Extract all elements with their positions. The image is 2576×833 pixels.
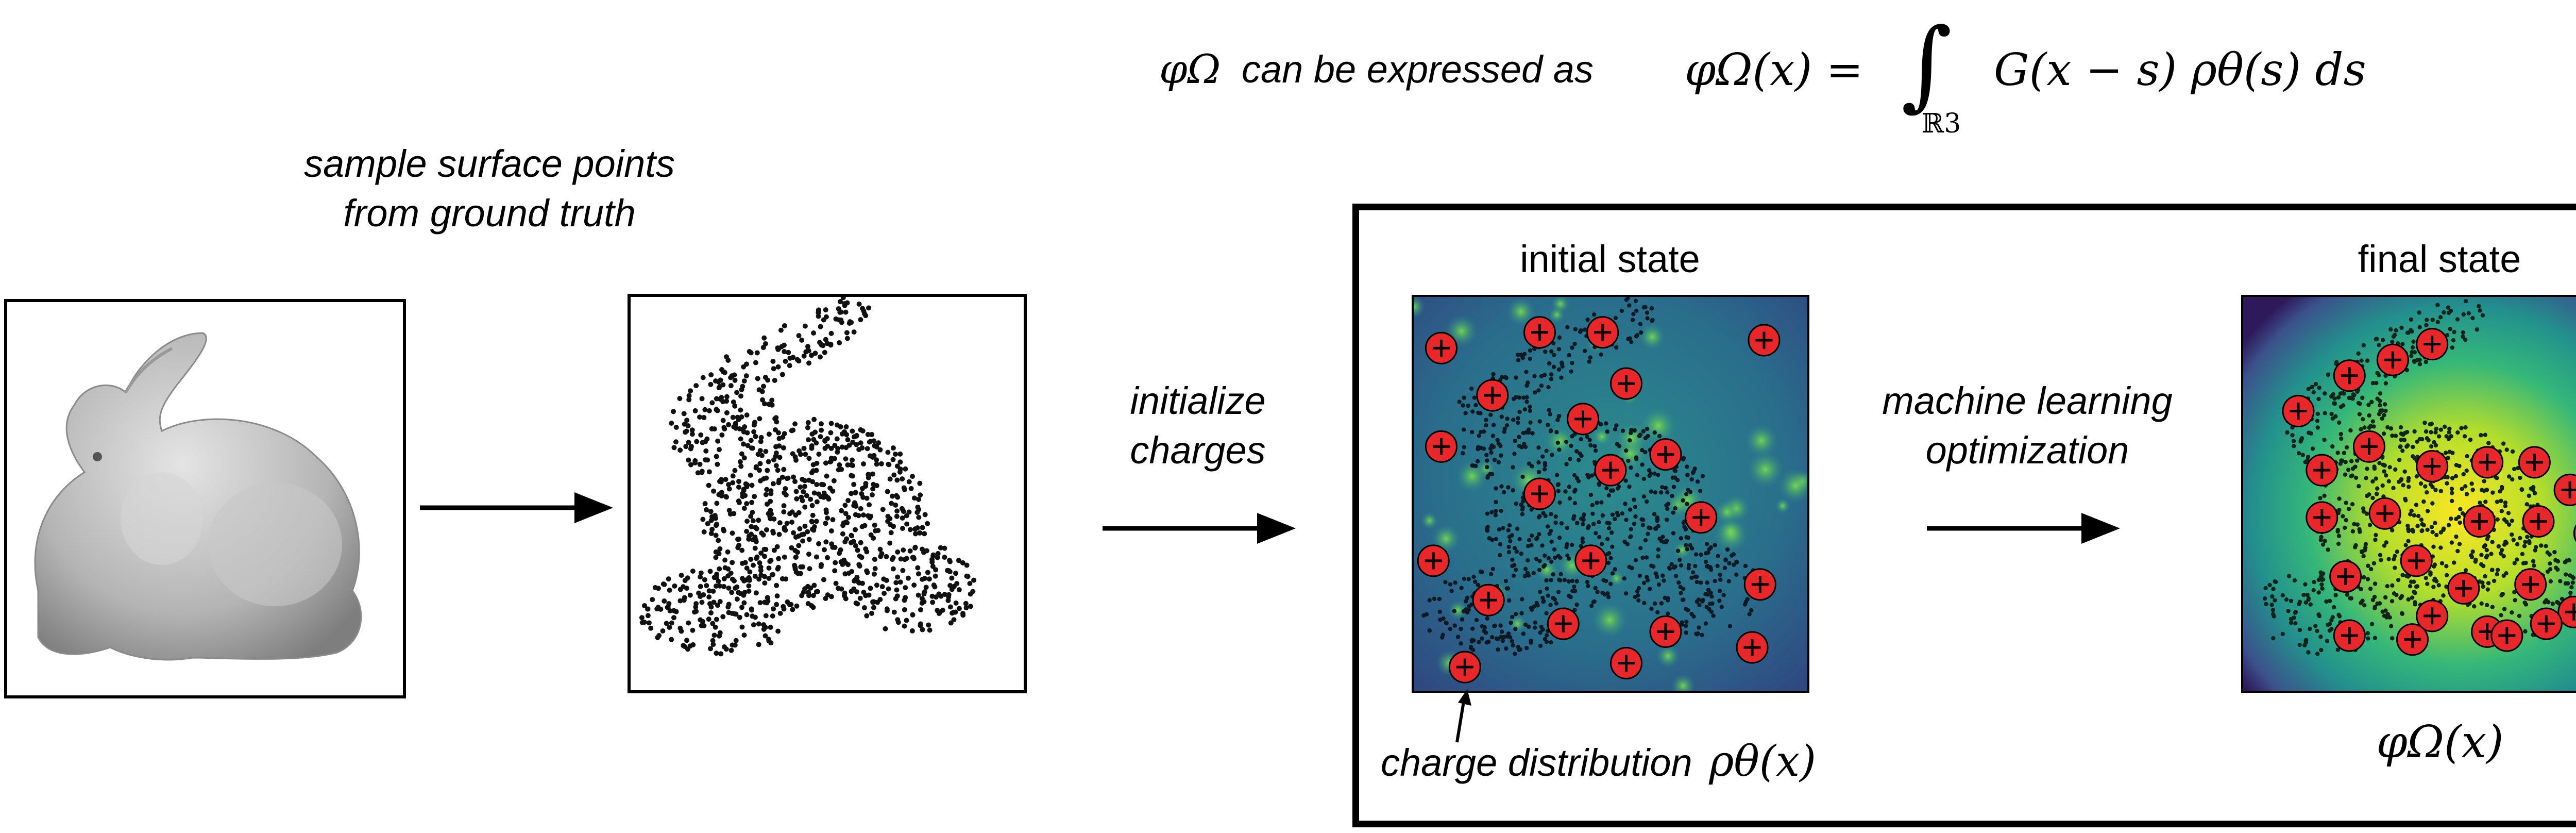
charge-distribution-text: charge distribution [1381, 741, 1692, 784]
plus-charge-icon [1586, 316, 1619, 349]
plus-charge-icon [1425, 430, 1458, 463]
surface-points [639, 297, 977, 657]
plus-charge-icon [2333, 619, 2366, 652]
plus-charge-icon [1425, 331, 1458, 364]
charge-distribution-caption: charge distribution ρθ(x) [1381, 737, 1896, 794]
plus-charge-icon [2514, 568, 2547, 601]
integral-domain: ℝ3 [1922, 108, 1961, 139]
ml-optimization-line1: machine learning [1882, 379, 2173, 422]
pointer-arrow-icon [1455, 689, 1471, 743]
initial-state-title: initial state [1520, 238, 1700, 280]
plus-charge-icon [2282, 395, 2315, 428]
plus-charge-icon [2447, 572, 2480, 605]
point-cloud-frame [628, 294, 1027, 693]
bunny-mesh-image [34, 332, 362, 661]
plus-charge-icon [2376, 343, 2409, 376]
plus-charge-icon [2368, 497, 2401, 530]
plus-charge-icon [1476, 379, 1509, 412]
final-state-title: final state [2358, 238, 2521, 280]
plus-charge-icon [2471, 446, 2504, 479]
final-state-field [2243, 297, 2576, 691]
sample-points-label-line2: from ground truth [343, 192, 636, 235]
ml-optimization-label: machine learning optimization [1839, 376, 2215, 475]
plus-charge-icon [2333, 359, 2366, 392]
plus-charge-icon [1649, 615, 1682, 648]
plus-charge-icon [1448, 651, 1481, 684]
final-state-plot [2241, 295, 2576, 693]
plus-charge-icon [2530, 607, 2563, 640]
plus-charge-icon [1523, 316, 1556, 349]
plus-charge-icon [1610, 367, 1643, 400]
plus-charge-icon [1743, 568, 1776, 601]
plus-charge-icon [1472, 584, 1505, 617]
plus-charge-icon [2416, 328, 2449, 361]
plus-charge-icon [2553, 473, 2576, 506]
plus-charge-icon [2522, 505, 2555, 538]
formula-lead-text: can be expressed as [1242, 48, 1594, 91]
plus-charge-icon [2463, 505, 2496, 538]
arrow-right-icon [420, 492, 613, 523]
plus-charge-icon [1594, 454, 1627, 487]
formula-lhs: φΩ(x) = [1685, 44, 1863, 96]
plus-charge-icon [2573, 524, 2576, 542]
plus-charge-icon [2396, 623, 2429, 656]
final-state-caption: φΩ(x) [2376, 717, 2504, 768]
bunny-mesh-frame [4, 299, 406, 698]
plus-charge-icon [2557, 595, 2576, 628]
formula: φΩ can be expressed as φΩ(x) = ∫ ℝ3 G(x … [1159, 15, 2396, 155]
ml-optimization-line2: optimization [1925, 429, 2129, 472]
formula-integrand: G(x − s) ρθ(s) ds [1994, 44, 2366, 96]
sample-points-label-line1: sample surface points [304, 142, 675, 185]
formula-lead-symbol: φΩ [1159, 46, 1221, 93]
plus-charge-icon [2329, 560, 2362, 593]
plus-charge-icon [1649, 438, 1682, 471]
plus-charge-icon [1547, 607, 1580, 640]
initial-state-field [1414, 297, 1807, 691]
plus-charge-icon [1417, 544, 1450, 577]
plus-charge-icon [1736, 631, 1769, 664]
plus-charge-icon [1610, 647, 1643, 680]
plus-charge-icon [2416, 450, 2449, 483]
plus-charge-icon [2416, 599, 2449, 632]
initial-state-plot [1412, 295, 1809, 693]
initialize-charges-line1: initialize [1130, 379, 1266, 422]
plus-charge-icon [1748, 324, 1781, 357]
plus-charge-icon [1567, 403, 1600, 436]
plus-charge-icon [1685, 501, 1718, 534]
plus-charge-icon [1574, 544, 1607, 577]
arrow-right-icon [1927, 513, 2120, 544]
initialize-charges-line2: charges [1130, 429, 1266, 472]
plus-charge-icon [2306, 454, 2338, 487]
initialize-charges-label: initialize charges [1056, 376, 1340, 475]
sample-points-label: sample surface points from ground truth [232, 139, 747, 238]
plus-charge-icon [2306, 501, 2338, 534]
surface-points [1421, 297, 1757, 656]
point-cloud-image [631, 297, 1024, 690]
plus-charge-icon [2518, 446, 2551, 479]
integral-symbol: ∫ [1901, 7, 1952, 121]
plus-charge-icon [2352, 430, 2385, 463]
arrow-right-icon [1103, 513, 1296, 544]
plus-charge-icon [2400, 544, 2433, 577]
charge-distribution-math: ρθ(x) [1709, 737, 1817, 786]
plus-charge-icon [2490, 619, 2523, 652]
plus-charge-icon [1523, 477, 1556, 510]
